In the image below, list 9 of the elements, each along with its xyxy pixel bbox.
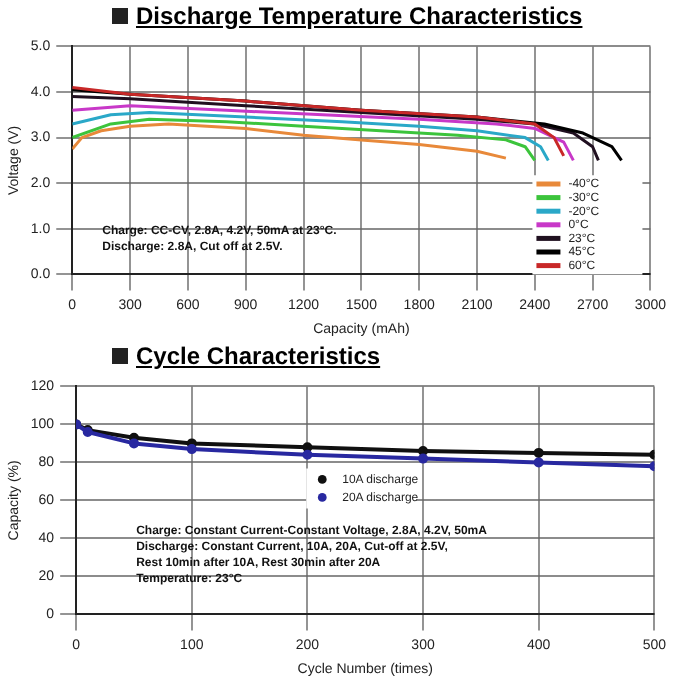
point [533,457,544,468]
chart-title: Discharge Temperature Characteristics [136,2,583,30]
point [418,453,429,464]
point [418,446,429,456]
point [186,444,197,455]
point [128,438,139,449]
point [302,449,313,460]
chart-title: Cycle Characteristics [136,342,381,370]
point [533,447,544,458]
